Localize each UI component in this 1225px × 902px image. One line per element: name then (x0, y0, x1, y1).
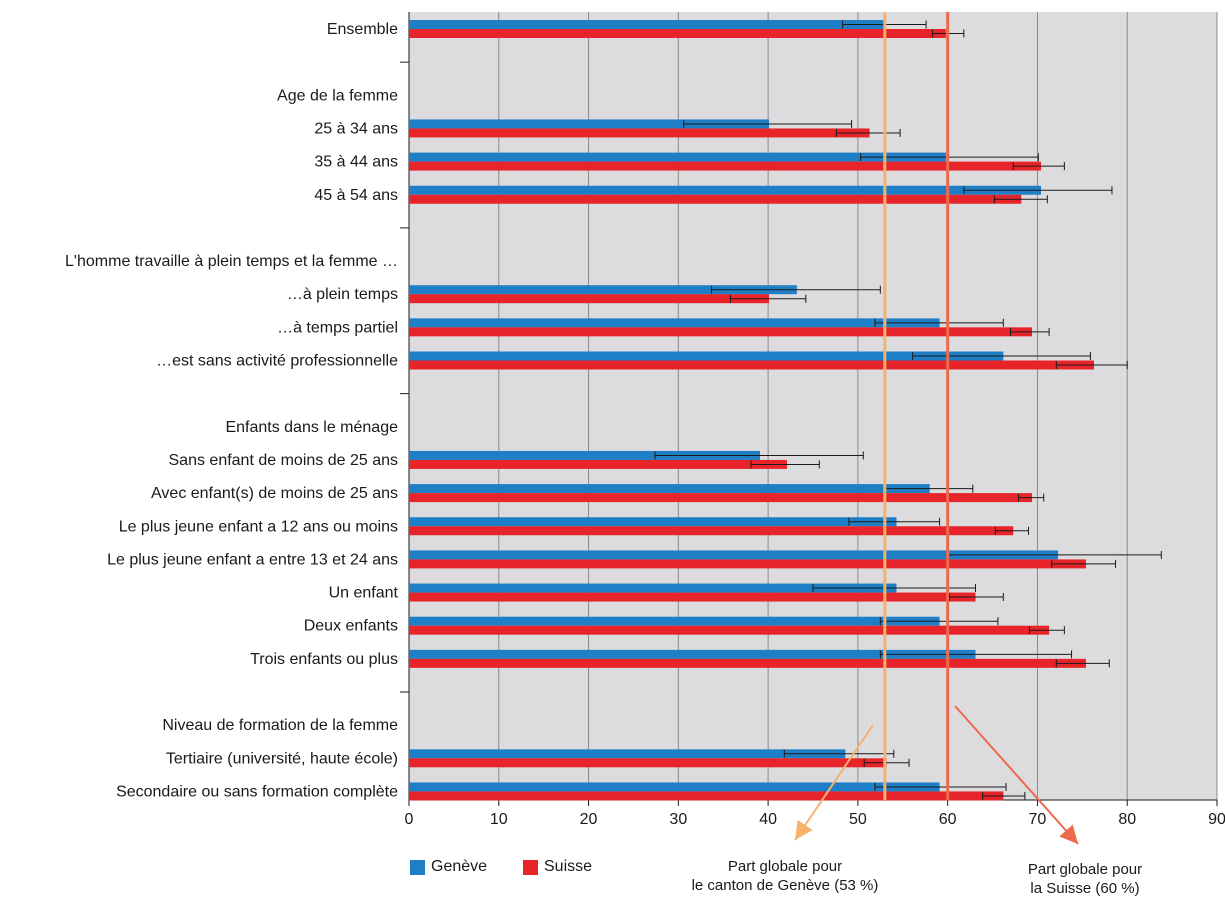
reference-label-suisse-line2: la Suisse (60 %) (1030, 880, 1140, 897)
plot-area (409, 12, 1217, 800)
x-tick-label: 20 (580, 811, 598, 828)
category-label: Trois enfants ou plus (250, 651, 398, 668)
bar-geneve (409, 351, 1004, 361)
bar-geneve (409, 152, 946, 162)
reference-label-suisse: Part globale pour la Suisse (60 %) (990, 860, 1180, 898)
bar-geneve (409, 517, 897, 527)
bar-suisse (409, 559, 1086, 569)
x-tick-label: 30 (669, 811, 687, 828)
reference-label-geneve-line1: Part globale pour (727, 858, 843, 875)
bar-suisse (409, 625, 1050, 635)
bar-geneve (409, 649, 976, 659)
group-header-label: Enfants dans le ménage (225, 419, 398, 436)
bar-geneve (409, 450, 761, 460)
bar-geneve (409, 20, 885, 29)
group-header-label: Age de la femme (277, 87, 398, 104)
bar-suisse (409, 161, 1042, 171)
x-tick-label: 40 (759, 811, 777, 828)
bar-suisse (409, 526, 1014, 536)
group-header-label: L'homme travaille à plein temps et la fe… (65, 253, 398, 270)
category-label: Ensemble (327, 21, 398, 38)
category-label: Sans enfant de moins de 25 ans (169, 452, 399, 469)
bar-suisse (409, 194, 1022, 204)
reference-label-suisse-line1: Part globale pour (1027, 861, 1143, 878)
group-header-label: Niveau de formation de la femme (162, 717, 398, 734)
category-label: …à plein temps (287, 286, 398, 303)
bar-geneve (409, 782, 940, 792)
category-label: Avec enfant(s) de moins de 25 ans (151, 485, 398, 502)
bar-geneve (409, 285, 797, 295)
legend-swatch-suisse (523, 859, 538, 875)
x-tick-label: 60 (939, 811, 957, 828)
category-label: Deux enfants (304, 618, 398, 635)
bar-geneve (409, 119, 770, 129)
bar-geneve (409, 616, 940, 626)
bar-suisse (409, 791, 1004, 801)
bar-suisse (409, 128, 870, 138)
bar-geneve (409, 318, 940, 328)
bar-geneve (409, 185, 1042, 195)
bar-suisse (409, 360, 1095, 370)
arrow-suisse-head (1059, 824, 1078, 844)
category-label: …est sans activité professionnelle (156, 353, 398, 370)
reference-label-geneve: Part globale pour le canton de Genève (5… (640, 857, 930, 895)
legend-swatch-geneve (410, 859, 425, 875)
bar-geneve (409, 550, 1059, 560)
legend-label-suisse: Suisse (544, 858, 593, 875)
legend-label-geneve: Genève (431, 858, 488, 875)
bar-suisse (409, 294, 770, 304)
category-label: Le plus jeune enfant a 12 ans ou moins (119, 518, 398, 535)
arrow-geneve (794, 724, 874, 841)
x-tick-label: 50 (849, 811, 867, 828)
bar-suisse (409, 758, 887, 768)
x-tick-label: 90 (1208, 811, 1225, 828)
bar-suisse (409, 493, 1033, 503)
x-tick-label: 0 (405, 811, 414, 828)
bar-geneve (409, 583, 897, 593)
category-label: Le plus jeune enfant a entre 13 et 24 an… (107, 551, 398, 568)
category-label: …à temps partiel (277, 319, 398, 336)
x-tick-label: 80 (1118, 811, 1136, 828)
legend-item-geneve: Genève (410, 858, 487, 876)
category-label: 25 à 34 ans (314, 120, 398, 137)
x-tick-label: 70 (1029, 811, 1047, 828)
bar-suisse (409, 29, 946, 38)
category-label: Tertiaire (université, haute école) (166, 750, 398, 767)
bar-suisse (409, 327, 1033, 337)
bar-geneve (409, 749, 846, 759)
reference-label-geneve-line2: le canton de Genève (53 %) (691, 877, 879, 894)
category-label: 35 à 44 ans (314, 154, 398, 171)
x-tick-label: 10 (490, 811, 508, 828)
category-label: Un enfant (329, 585, 399, 602)
bar-suisse (409, 459, 787, 469)
category-label: Secondaire ou sans formation complète (116, 783, 398, 800)
bar-suisse (409, 592, 976, 602)
legend-item-suisse: Suisse (523, 858, 592, 876)
arrow-geneve-head (795, 820, 813, 840)
category-label: 45 à 54 ans (314, 187, 398, 204)
bar-geneve (409, 484, 930, 494)
arrow-suisse (954, 705, 1079, 845)
bar-suisse (409, 658, 1086, 668)
